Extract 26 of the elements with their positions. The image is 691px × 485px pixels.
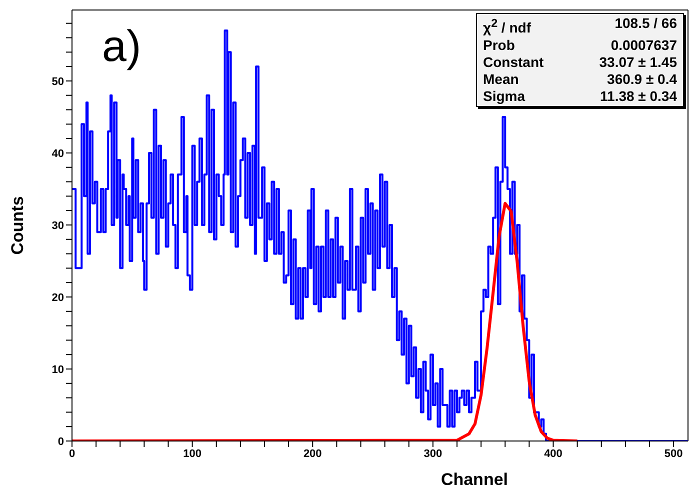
line-series: [72, 202, 579, 441]
annotation: 108.5 / 66: [614, 15, 677, 33]
x-tick-label: 0: [68, 448, 76, 460]
y-tick-label: 50: [52, 76, 64, 88]
annotation: Mean: [483, 70, 519, 88]
x-tick-label: 500: [664, 448, 683, 460]
y-tick-label: 10: [52, 364, 64, 376]
x-tick-label: 400: [544, 448, 562, 460]
x-tick-label: 200: [303, 448, 322, 460]
x-tick-label: 300: [424, 448, 442, 460]
annotation: a): [102, 22, 142, 71]
y-axis-title: Counts: [8, 196, 28, 255]
annotation: 11.38 ± 0.34: [600, 88, 677, 105]
y-tick-label: 20: [52, 292, 64, 304]
x-axis-title: Channel: [440, 470, 508, 485]
y-tick-label: 40: [52, 148, 64, 160]
x-tick-label: 100: [183, 448, 202, 460]
y-tick-label: 30: [52, 220, 64, 232]
annotation: 33.07 ± 1.45: [599, 54, 677, 71]
annotation: Sigma: [483, 88, 526, 105]
annotation: Constant: [483, 54, 544, 71]
annotation: 0.0007637: [610, 36, 677, 54]
annotation: χ$^{2}$ / ndf: [483, 16, 531, 37]
annotation: Prob: [483, 36, 515, 54]
annotation: 360.9 ± 0.4: [607, 70, 677, 88]
y-tick-label: 0: [58, 436, 64, 448]
